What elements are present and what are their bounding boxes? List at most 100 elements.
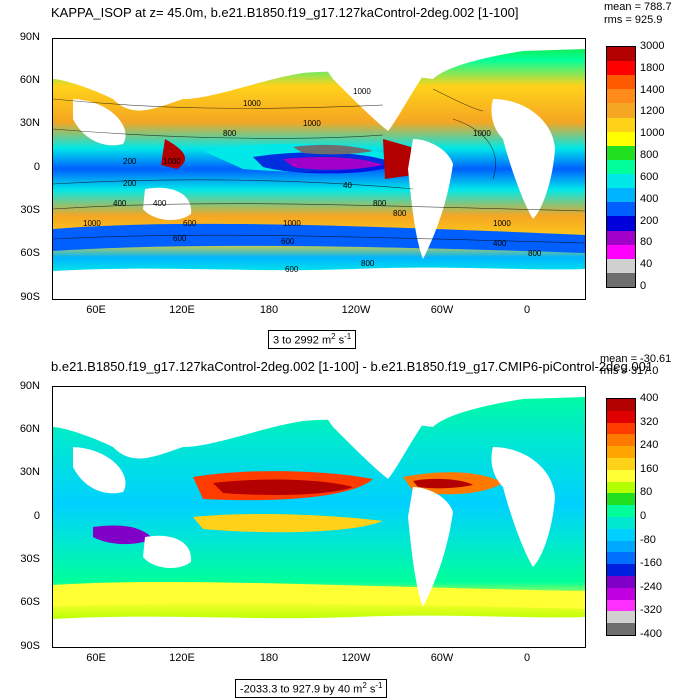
contour-label: 400 xyxy=(113,199,127,208)
top-colorbar-tick-label: 1800 xyxy=(640,61,665,74)
bottom-mean-stat: mean = -30.61 xyxy=(600,353,672,365)
land-south-america xyxy=(408,487,453,607)
top-map-panel: 1000 1000 800 1000 200 400 1000 800 1000… xyxy=(52,38,586,300)
bottom-rms-stat: rms = 317.0 xyxy=(600,365,659,377)
bottom-map-panel xyxy=(52,386,586,648)
top-colorbar-tick-label: 600 xyxy=(640,170,659,183)
bottom-colorbar-swatch xyxy=(607,576,635,589)
land-africa xyxy=(491,447,555,567)
top-range-text: 3 to 2992 xyxy=(273,334,319,347)
bottom-lat-label: 30S xyxy=(20,553,40,565)
contour-label: 40 xyxy=(343,181,352,190)
top-lat-label: 60N xyxy=(19,74,40,86)
bottom-lon-label: 120E xyxy=(169,652,195,664)
land-eurasia xyxy=(53,387,585,459)
top-lon-label: 180 xyxy=(259,304,279,316)
bottom-colorbar-swatch xyxy=(607,599,635,612)
contour-label: 800 xyxy=(223,129,237,138)
contour-label: 600 xyxy=(173,234,187,243)
top-colorbar-swatch xyxy=(607,216,635,232)
contour-label: 200 xyxy=(123,157,137,166)
land-north-america xyxy=(313,387,433,479)
top-range-box: 3 to 2992 m2 s-1 xyxy=(268,330,357,349)
top-colorbar-swatch xyxy=(607,145,635,161)
top-colorbar-swatch xyxy=(607,61,635,76)
top-colorbar-swatch xyxy=(607,103,635,119)
land-antarctica xyxy=(53,615,585,647)
top-colorbar-swatch xyxy=(607,47,635,62)
top-colorbar-swatch xyxy=(607,75,635,90)
contour-label: 1000 xyxy=(303,119,321,128)
top-lat-label: 90N xyxy=(19,31,40,43)
top-colorbar-swatch xyxy=(607,131,635,147)
bottom-colorbar-tick-label: -400 xyxy=(640,628,663,640)
bottom-range-units-s: s xyxy=(366,683,376,696)
land-australia xyxy=(143,535,192,569)
top-lon-label: 120W xyxy=(341,304,371,316)
bottom-colorbar-swatch xyxy=(607,611,635,624)
bottom-lat-label: 60N xyxy=(19,423,40,435)
top-lat-label: 90S xyxy=(20,291,40,303)
bottom-map-field xyxy=(53,387,585,647)
bottom-lat-label: 0 xyxy=(33,510,40,522)
bottom-lat-label: 60S xyxy=(20,596,40,608)
land-asia-south xyxy=(73,447,126,494)
land-north-america xyxy=(313,39,433,131)
top-lat-label: 60S xyxy=(20,247,40,259)
top-lon-label: 60W xyxy=(430,304,454,316)
top-map-title: KAPPA_ISOP at z= 45.0m, b.e21.B1850.f19_… xyxy=(51,5,519,20)
bottom-colorbar-tick-label: -240 xyxy=(640,580,663,593)
bottom-colorbar-swatch xyxy=(607,410,635,424)
bottom-range-box: -2033.3 to 927.9 by 40 m2 s-1 xyxy=(235,679,388,698)
bottom-colorbar-tick-label: 160 xyxy=(640,462,659,475)
bottom-lon-label: 0 xyxy=(523,652,531,664)
top-colorbar-tick-label: 1400 xyxy=(640,83,665,96)
top-colorbar-swatch xyxy=(607,117,635,133)
top-colorbar-swatch xyxy=(607,188,635,203)
bottom-range-text: -2033.3 to 927.9 by 40 xyxy=(240,683,351,696)
bottom-colorbar-tick-label: -160 xyxy=(640,557,663,570)
top-rms-stat: rms = 925.9 xyxy=(604,14,663,26)
bottom-colorbar-swatch xyxy=(607,481,635,494)
land-australia xyxy=(143,187,192,221)
land-south-america xyxy=(408,139,453,259)
contour-label: 1000 xyxy=(473,129,491,138)
bottom-range-units-exp: 2 xyxy=(362,681,367,690)
top-range-units-s: s xyxy=(335,334,345,347)
contour-label: 1000 xyxy=(353,87,371,96)
top-colorbar-swatch xyxy=(607,89,635,104)
contour-label: 1000 xyxy=(283,219,301,228)
contour-label: 800 xyxy=(393,209,407,218)
top-colorbar-swatch xyxy=(607,202,635,217)
bottom-colorbar-swatch xyxy=(607,552,635,565)
top-colorbar-tick-label: 1200 xyxy=(640,105,665,118)
bottom-lat-label: 90S xyxy=(20,640,40,652)
land-antarctica xyxy=(53,267,585,299)
bottom-range-units: m xyxy=(353,683,363,696)
top-colorbar-swatch xyxy=(607,159,635,175)
top-map-field xyxy=(53,39,585,299)
top-colorbar-swatch xyxy=(607,174,635,189)
contour-label: 400 xyxy=(153,199,167,208)
bottom-colorbar-swatch xyxy=(607,587,635,601)
top-lat-label: 0 xyxy=(33,161,40,173)
top-colorbar-tick-label: 80 xyxy=(640,236,653,249)
bottom-colorbar-swatch xyxy=(607,458,635,471)
top-colorbar-tick-label: 200 xyxy=(640,214,659,227)
top-mean-stat: mean = 788.7 xyxy=(604,1,672,13)
bottom-colorbar-tick-label: -320 xyxy=(640,604,663,617)
contour-label: 800 xyxy=(373,199,387,208)
bottom-colorbar-tick-label: 0 xyxy=(640,510,647,522)
bottom-colorbar-swatch xyxy=(607,540,635,553)
bottom-colorbar-swatch xyxy=(607,434,635,447)
bottom-colorbar-swatch xyxy=(607,469,635,483)
contour-label: 400 xyxy=(493,239,507,248)
land-africa xyxy=(491,99,555,219)
bottom-colorbar-swatch xyxy=(607,528,635,542)
land-asia-south xyxy=(73,99,126,146)
contour-label: 1000 xyxy=(243,99,261,108)
top-colorbar-tick-label: 1000 xyxy=(640,127,665,140)
bottom-colorbar-swatch xyxy=(607,623,635,636)
contour-label: 800 xyxy=(361,259,375,268)
top-colorbar-tick-label: 400 xyxy=(640,192,659,205)
